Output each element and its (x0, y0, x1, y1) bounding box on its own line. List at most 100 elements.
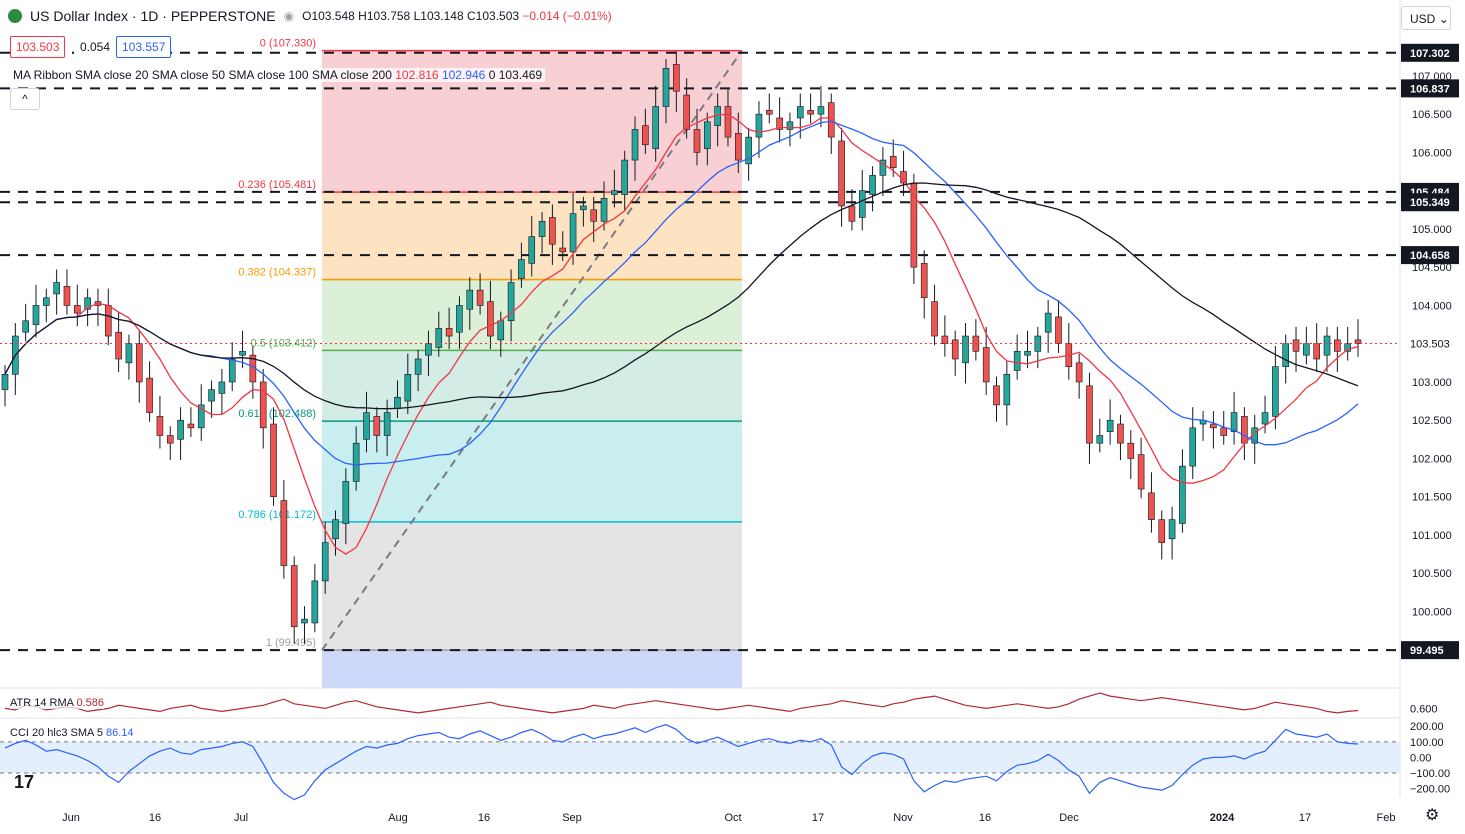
candle-body (951, 339, 959, 360)
candle-body (755, 113, 763, 138)
candle-body (177, 419, 184, 440)
candle-body (549, 217, 556, 245)
candle-body (22, 320, 29, 333)
candle-body (1106, 419, 1114, 432)
candle-body (115, 331, 122, 360)
sma200-line (4, 182, 1359, 410)
candle-body (1044, 312, 1052, 333)
candle-body (1220, 427, 1228, 436)
cci-axis-tick: −100.00 (1410, 768, 1450, 780)
candle-body (1313, 343, 1320, 360)
candle-body (270, 423, 277, 498)
time-axis-tick: 16 (979, 812, 991, 824)
candle-body (1272, 366, 1279, 417)
candle-body (858, 190, 866, 218)
candle-body (838, 140, 845, 207)
time-axis-tick: Aug (388, 812, 408, 824)
candle-body (1024, 351, 1031, 356)
candle-body (1344, 343, 1351, 352)
candle-body (631, 129, 639, 161)
candle-body (1075, 362, 1083, 383)
candle-body (352, 442, 360, 482)
level-price-tag (1401, 246, 1459, 265)
candle-body (311, 580, 319, 624)
candle-body (569, 213, 577, 253)
price-axis-tick: 102.000 (1412, 453, 1452, 465)
candle-body (1334, 339, 1341, 352)
cci-label: CCI 20 hlc3 SMA 5 (10, 727, 103, 739)
low-value: 103.148 (420, 9, 464, 23)
cci-axis-tick: −200.00 (1410, 784, 1450, 796)
cci-value: 86.14 (106, 727, 134, 739)
visibility-icon[interactable]: ◉ (283, 9, 295, 23)
ma-ribbon-legend[interactable]: MA Ribbon SMA close 20 SMA close 50 SMA … (10, 68, 546, 82)
candle-body (1241, 416, 1248, 444)
last-price-tag (1401, 334, 1459, 353)
candle-body (1303, 343, 1310, 356)
fib-level-label: 1 (99.495) (266, 637, 316, 649)
candle-body (332, 519, 339, 540)
candle-body (125, 343, 133, 364)
candle-body (414, 358, 422, 375)
candle-body (662, 67, 670, 107)
cci-axis-tick: 0.00 (1410, 752, 1431, 764)
time-axis-tick: 2024 (1210, 812, 1235, 824)
time-axis-tick: 17 (812, 812, 824, 824)
cci-legend[interactable]: CCI 20 hlc3 SMA 5 86.14 (10, 727, 134, 739)
candle-body (135, 343, 143, 383)
fib-zone (322, 521, 742, 651)
level-price-label: 104.658 (1410, 250, 1450, 262)
candle-body (518, 259, 525, 279)
candle-body (497, 320, 505, 341)
candle-body (104, 305, 112, 337)
candle-body (84, 297, 91, 310)
open-value: 103.548 (311, 9, 355, 23)
candle-body (807, 110, 814, 115)
candle-body (962, 335, 969, 364)
collapse-legend-button[interactable]: ^ (10, 88, 40, 110)
ma-ribbon-label: MA Ribbon SMA close 20 SMA close 50 SMA … (13, 68, 392, 82)
candle-body (993, 385, 1000, 406)
candle-body (476, 289, 484, 306)
price-axis-tick: 101.000 (1412, 530, 1452, 542)
candle-body (621, 159, 628, 195)
level-price-label: 99.495 (1410, 645, 1444, 657)
candle-body (642, 125, 649, 146)
candle-body (32, 305, 40, 325)
tradingview-logo[interactable]: 17 (14, 772, 35, 792)
fib-zone (322, 650, 742, 688)
candle-body (383, 412, 391, 436)
currency-select[interactable]: USD ⌄ (1401, 6, 1451, 30)
price-axis-tick: 106.500 (1412, 109, 1452, 121)
candle-body (1168, 519, 1176, 540)
candle-body (941, 335, 949, 344)
sell-price-box[interactable]: 103.503 (10, 36, 66, 58)
level-price-tag (1401, 641, 1459, 660)
candle-body (218, 381, 226, 394)
price-axis-tick: 101.500 (1412, 492, 1452, 504)
candle-body (869, 175, 876, 195)
atr-legend[interactable]: ATR 14 RMA 0.586 (10, 697, 104, 709)
symbol-title[interactable]: US Dollar Index · 1D · PEPPERSTONE (30, 8, 276, 24)
candle-body (920, 263, 928, 299)
candle-body (745, 136, 752, 165)
candle-body (43, 297, 50, 306)
fib-zone (322, 279, 742, 351)
candle-body (73, 305, 81, 314)
time-axis-tick: Feb (1377, 812, 1396, 824)
price-axis-tick: 102.500 (1412, 415, 1452, 427)
buy-price-box[interactable]: 103.557 (116, 36, 172, 58)
candle-body (197, 404, 205, 429)
candle-body (404, 374, 412, 402)
candle-body (580, 205, 587, 211)
time-axis-tick: Dec (1059, 812, 1079, 824)
candle-body (425, 343, 432, 356)
time-axis-tick: Sep (562, 812, 582, 824)
candle-body (1003, 374, 1011, 406)
cci-axis-tick: 100.00 (1410, 737, 1444, 749)
fib-level-label: 0.236 (105.481) (238, 179, 316, 191)
time-axis-tick: Jun (62, 812, 80, 824)
price-axis-tick: 104.500 (1412, 262, 1452, 274)
gear-icon[interactable]: ⚙ (1425, 807, 1440, 824)
